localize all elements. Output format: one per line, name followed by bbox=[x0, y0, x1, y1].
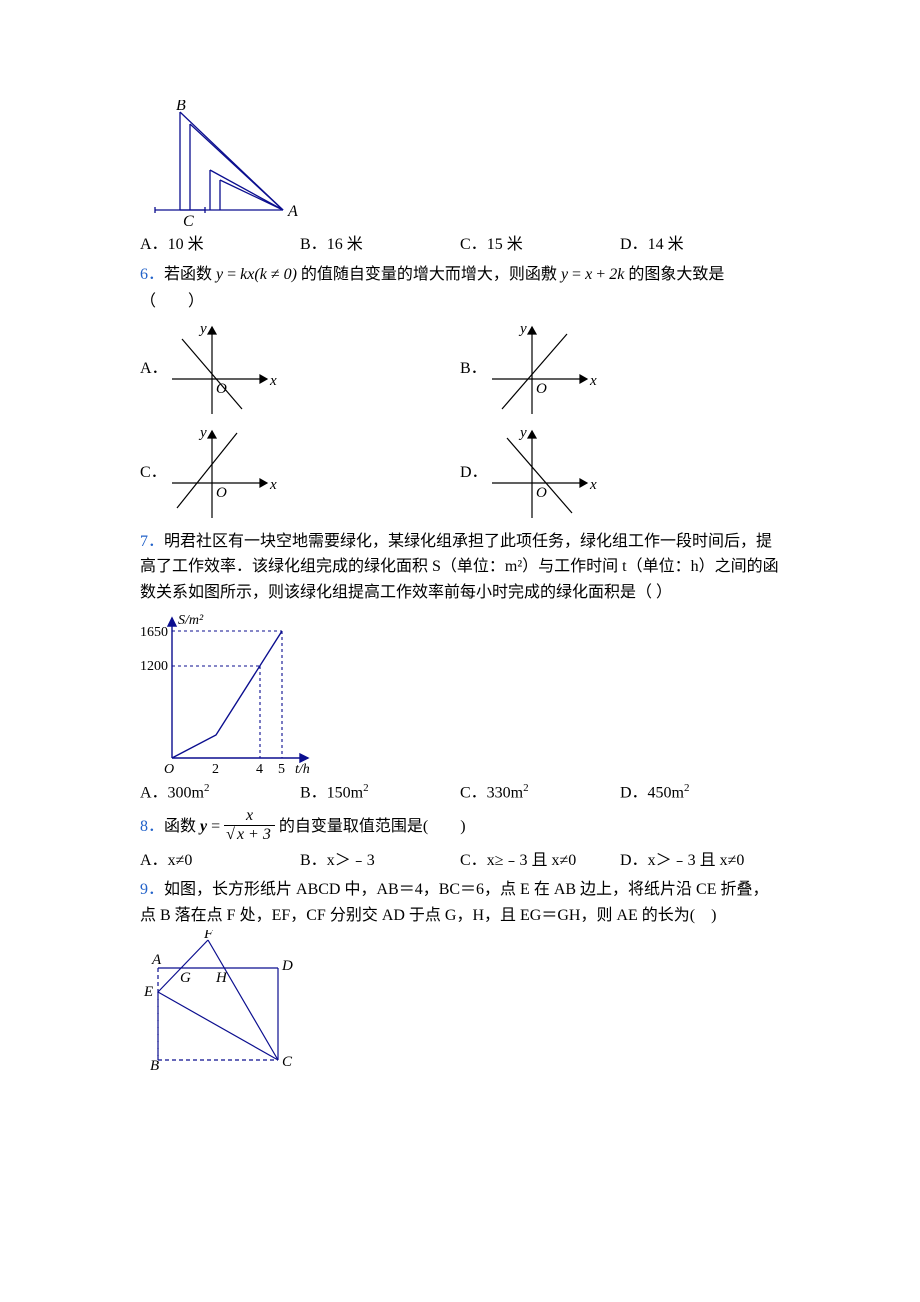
q8-option-D: D．x＞﹣3 且 x≠0 bbox=[620, 848, 780, 874]
svg-text:y: y bbox=[198, 425, 207, 441]
q9-number: 9． bbox=[140, 881, 164, 898]
q7-options: A．300m2 B．150m2 C．330m2 D．450m2 bbox=[140, 780, 780, 806]
svg-text:4: 4 bbox=[256, 762, 263, 777]
svg-text:t/h: t/h bbox=[295, 762, 310, 777]
svg-text:x: x bbox=[589, 477, 597, 493]
graph-D: x y O bbox=[482, 423, 602, 523]
svg-text:O: O bbox=[536, 485, 547, 501]
q7-option-A: A．300m2 bbox=[140, 780, 300, 806]
label-A: A bbox=[287, 203, 298, 220]
svg-text:S/m²: S/m² bbox=[178, 613, 204, 628]
q9-figure: A D C B E F G H bbox=[140, 930, 780, 1080]
q7-text: 7．明君社区有一块空地需要绿化，某绿化组承担了此项任务，绿化组工作一段时间后，提… bbox=[140, 529, 780, 606]
svg-text:x: x bbox=[589, 373, 597, 389]
q8-option-C: C．x≥﹣3 且 x≠0 bbox=[460, 848, 620, 874]
svg-text:O: O bbox=[164, 762, 174, 777]
svg-text:C: C bbox=[282, 1054, 293, 1070]
graph-B: x y O bbox=[482, 319, 602, 419]
svg-text:y: y bbox=[518, 321, 527, 337]
svg-text:x: x bbox=[269, 373, 277, 389]
svg-text:5: 5 bbox=[278, 762, 285, 777]
svg-text:F: F bbox=[203, 930, 214, 942]
q6-options-row1: A． x y O B． x y bbox=[140, 319, 780, 419]
svg-text:2: 2 bbox=[212, 762, 219, 777]
q8-text: 8．函数 y = x √x + 3 的自变量取值范围是( ) bbox=[140, 809, 780, 845]
q6-options-row2: C． x y O D． x y bbox=[140, 423, 780, 523]
fold-rectangle-figure: A D C B E F G H bbox=[140, 930, 310, 1080]
q8-options: A．x≠0 B．x＞﹣3 C．x≥﹣3 且 x≠0 D．x＞﹣3 且 x≠0 bbox=[140, 848, 780, 874]
triangle-tree-figure: B C A bbox=[150, 100, 300, 230]
svg-text:A: A bbox=[151, 952, 162, 968]
label-C: C bbox=[183, 213, 194, 230]
q5-option-B: B．16 米 bbox=[300, 232, 460, 258]
q7-option-C: C．330m2 bbox=[460, 780, 620, 806]
svg-text:O: O bbox=[216, 381, 227, 397]
q8-option-B: B．x＞﹣3 bbox=[300, 848, 460, 874]
q6-option-D: D． x y O bbox=[460, 423, 780, 523]
svg-text:E: E bbox=[143, 984, 153, 1000]
svg-text:D: D bbox=[281, 958, 293, 974]
q6-option-A: A． x y O bbox=[140, 319, 460, 419]
q6-paren: （ ） bbox=[140, 289, 780, 315]
q7-option-B: B．150m2 bbox=[300, 780, 460, 806]
page: B C A A．10 米 B．16 米 C．15 米 D．14 米 6．若函数 … bbox=[0, 0, 920, 1302]
q8-option-A: A．x≠0 bbox=[140, 848, 300, 874]
label-B: B bbox=[176, 100, 186, 114]
fraction: x √x + 3 bbox=[224, 807, 275, 843]
q7-number: 7． bbox=[140, 533, 164, 550]
svg-text:1200: 1200 bbox=[140, 659, 168, 674]
q5-options: A．10 米 B．16 米 C．15 米 D．14 米 bbox=[140, 232, 780, 258]
q5-option-D: D．14 米 bbox=[620, 232, 780, 258]
graph-C: x y O bbox=[162, 423, 282, 523]
q6-number: 6． bbox=[140, 266, 164, 283]
svg-text:y: y bbox=[198, 321, 207, 337]
svg-text:G: G bbox=[180, 970, 191, 986]
svg-text:y: y bbox=[518, 425, 527, 441]
svg-text:O: O bbox=[216, 485, 227, 501]
line-chart: 1200 1650 2 4 5 O t/h S/m² bbox=[140, 608, 330, 778]
q6-text: 6．若函数 y = kx(k ≠ 0) 的值随自变量的增大而增大，则函敷 y =… bbox=[140, 262, 780, 288]
q6-option-C: C． x y O bbox=[140, 423, 460, 523]
q8-number: 8． bbox=[140, 818, 164, 835]
q7-chart: 1200 1650 2 4 5 O t/h S/m² bbox=[140, 608, 780, 778]
q5-figure: B C A bbox=[150, 100, 780, 230]
q5-option-C: C．15 米 bbox=[460, 232, 620, 258]
q6-option-B: B． x y O bbox=[460, 319, 780, 419]
svg-text:x: x bbox=[269, 477, 277, 493]
q5-option-A: A．10 米 bbox=[140, 232, 300, 258]
q7-option-D: D．450m2 bbox=[620, 780, 780, 806]
q9-text: 9．如图，长方形纸片 ABCD 中，AB＝4，BC＝6，点 E 在 AB 边上，… bbox=[140, 877, 780, 928]
svg-text:B: B bbox=[150, 1058, 159, 1074]
svg-text:O: O bbox=[536, 381, 547, 397]
graph-A: x y O bbox=[162, 319, 282, 419]
svg-text:1650: 1650 bbox=[140, 625, 168, 640]
svg-text:H: H bbox=[215, 970, 228, 986]
